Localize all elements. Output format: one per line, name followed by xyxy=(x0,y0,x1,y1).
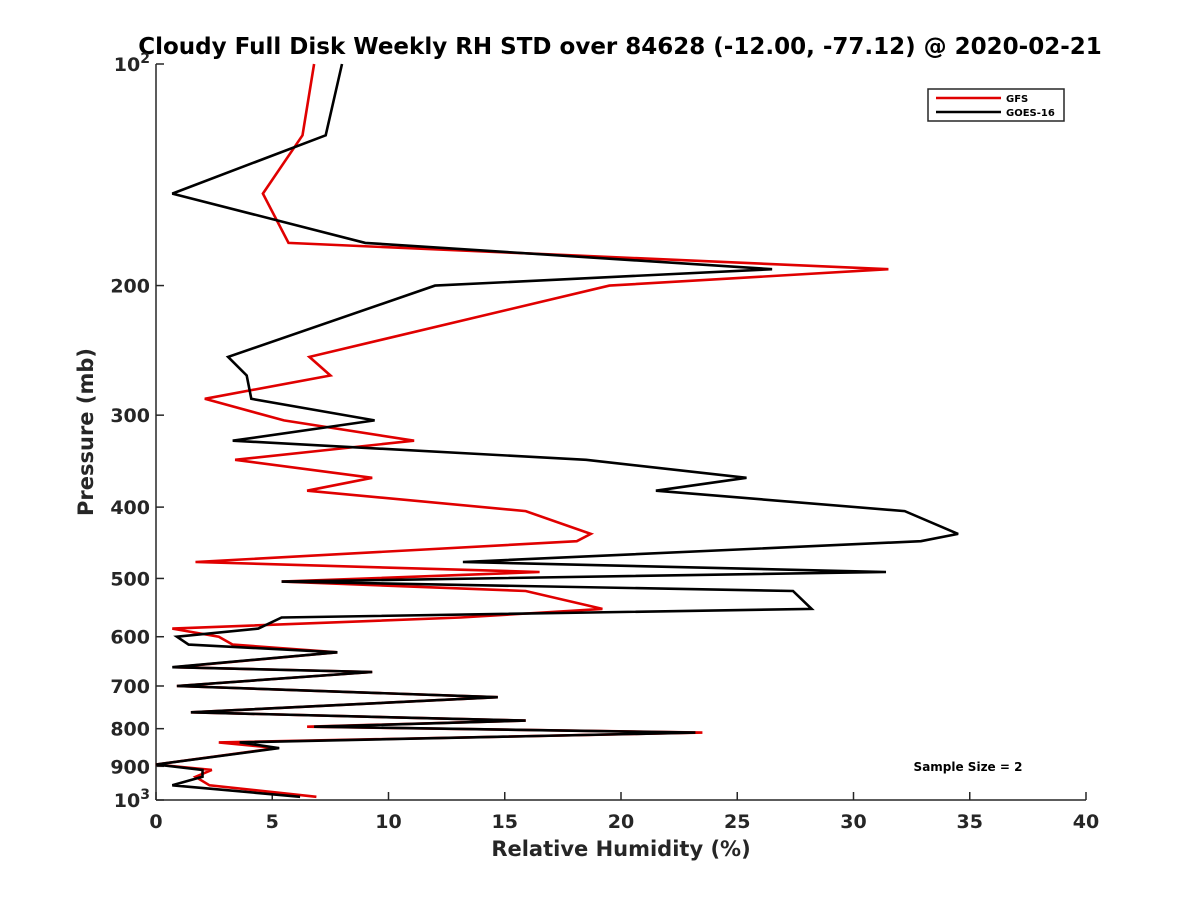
legend: GFS GOES-16 xyxy=(927,88,1065,122)
y-tick-label-exponent: 2 xyxy=(140,51,150,67)
series-line-goes-16 xyxy=(155,63,959,799)
legend-label: GFS xyxy=(1006,94,1028,105)
x-tick-label: 35 xyxy=(957,811,983,833)
y-tick-label: 800 xyxy=(110,719,150,741)
x-tick-label: 15 xyxy=(492,811,518,833)
x-tick-label: 40 xyxy=(1073,811,1099,833)
sample-size-annotation: Sample Size = 2 xyxy=(914,760,1023,774)
y-tick-label: 700 xyxy=(110,676,150,698)
legend-box xyxy=(927,88,1065,122)
x-tick-label: 0 xyxy=(149,811,162,833)
y-tick-label: 900 xyxy=(110,756,150,778)
series-line-gfs xyxy=(155,63,889,799)
y-tick-label: 102 xyxy=(114,51,150,76)
y-tick-label: 103 xyxy=(114,787,150,812)
x-axis-label: Relative Humidity (%) xyxy=(491,837,750,861)
x-tick-label: 30 xyxy=(840,811,866,833)
y-tick-label: 600 xyxy=(110,627,150,649)
chart-title: Cloudy Full Disk Weekly RH STD over 8462… xyxy=(138,34,1102,60)
y-tick-label: 300 xyxy=(110,405,150,427)
y-axis-label: Pressure (mb) xyxy=(74,348,98,516)
series-lines xyxy=(155,63,959,799)
y-tick-label-base: 10 xyxy=(114,54,140,76)
x-tick-label: 5 xyxy=(266,811,279,833)
legend-label: GOES-16 xyxy=(1006,108,1055,119)
y-tick-label: 500 xyxy=(110,568,150,590)
x-tick-label: 10 xyxy=(375,811,401,833)
y-tick-label-exponent: 3 xyxy=(140,787,150,803)
x-axis-ticks: 0 5 10 15 20 25 30 35 40 xyxy=(149,792,1099,833)
y-tick-label: 400 xyxy=(110,497,150,519)
x-tick-label: 25 xyxy=(724,811,750,833)
y-tick-label: 200 xyxy=(110,276,150,298)
x-tick-label: 20 xyxy=(608,811,634,833)
y-tick-label-base: 10 xyxy=(114,790,140,812)
